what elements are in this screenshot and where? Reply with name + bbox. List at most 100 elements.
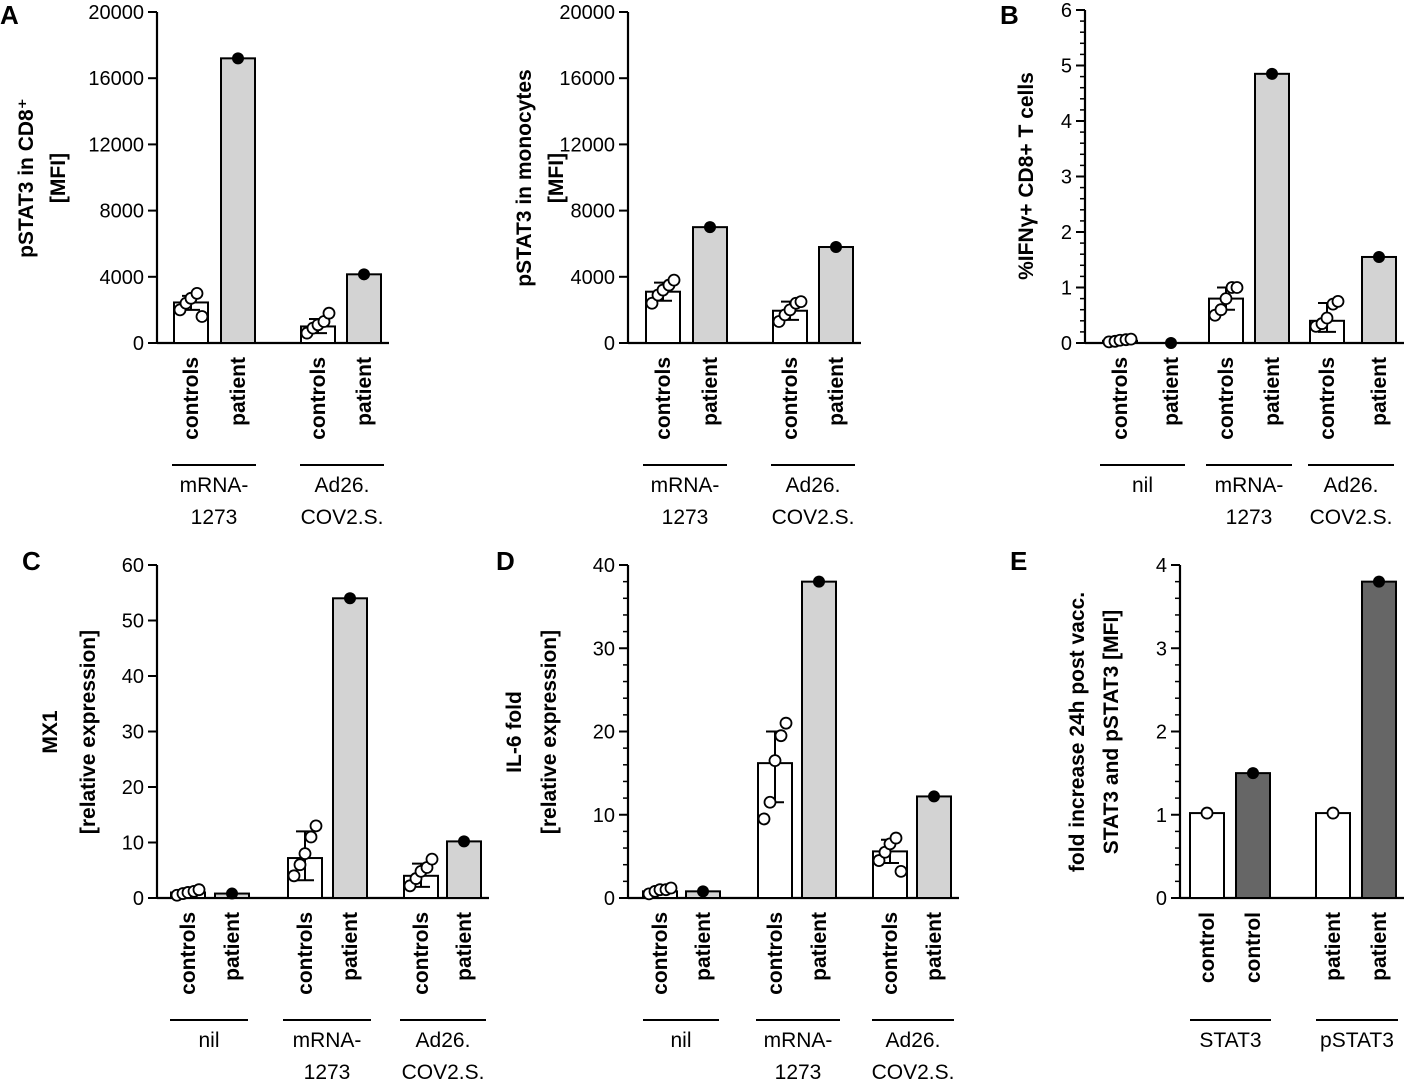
y-tick-label: 2 (1156, 722, 1167, 744)
group-label: COV2.S. (772, 506, 855, 529)
x-tick-label: patient (1368, 912, 1391, 981)
y-axis-label: MX1 (39, 710, 62, 754)
data-point (1219, 292, 1233, 306)
bar (1361, 580, 1397, 900)
data-point (928, 790, 940, 803)
bar (220, 57, 256, 345)
group-label: pSTAT3 (1320, 1029, 1394, 1052)
x-tick-label: patient (692, 912, 715, 981)
data-point (794, 295, 808, 309)
group-label: nil (198, 1029, 219, 1052)
group-label: COV2.S. (1310, 506, 1393, 529)
y-tick-label: 0 (133, 333, 144, 355)
y-tick-label: 20000 (88, 2, 144, 24)
data-point (1165, 337, 1177, 349)
bar (1315, 812, 1351, 900)
bar (801, 580, 837, 900)
group-label: Ad26. (786, 474, 841, 497)
data-point (293, 858, 307, 872)
x-tick-label: patient (923, 912, 946, 981)
y-tick-label: 10 (122, 833, 144, 855)
y-tick-label: 10 (593, 805, 615, 827)
data-point (768, 754, 782, 768)
y-tick-label: 30 (122, 722, 144, 744)
x-tick-label: patient (808, 912, 831, 981)
panel-letter-B: B (1000, 0, 1019, 30)
y-tick-label: 16000 (88, 68, 144, 90)
data-point (309, 819, 323, 833)
x-tick-label: patient (1261, 357, 1284, 426)
y-tick-label: 30 (593, 638, 615, 660)
y-tick-label: 50 (122, 611, 144, 633)
y-axis-label: fold increase 24h post vacc. (1066, 592, 1089, 872)
panel-letter-D: D (496, 546, 515, 576)
data-point (425, 852, 439, 866)
y-tick-label: 4 (1061, 111, 1072, 133)
data-point (697, 885, 709, 898)
y-axis-label: pSTAT3 in monocytes (513, 69, 536, 286)
chart-panel-A1: A 0 4000 8000 12000 16000 20000 pSTAT3 in CD8⁺… (0, 0, 389, 529)
y-tick-label: 4000 (571, 267, 616, 289)
group-label: mRNA- (764, 1029, 833, 1052)
y-tick-label: 5 (1061, 56, 1072, 78)
data-point (1214, 303, 1228, 317)
group-label: COV2.S. (402, 1061, 485, 1080)
data-point (192, 883, 206, 897)
bar (692, 226, 728, 344)
y-tick-label: 8000 (571, 201, 616, 223)
data-point (813, 575, 825, 588)
y-tick-label: 16000 (559, 68, 615, 90)
data-point (287, 869, 301, 883)
x-tick-label: patient (453, 912, 476, 981)
x-tick-label: control (1196, 912, 1219, 983)
group-label: 1273 (775, 1061, 822, 1080)
bar (346, 273, 382, 345)
data-point (757, 812, 771, 826)
y-axis-label: IL-6 fold (503, 691, 526, 773)
group-label: 1273 (662, 506, 709, 529)
y-tick-label: 6 (1061, 0, 1072, 22)
y-axis-label: [MFI] (545, 153, 568, 203)
y-tick-label: 4 (1156, 555, 1167, 577)
data-point (1230, 281, 1244, 294)
group-label: Ad26. (1324, 474, 1379, 497)
y-tick-label: 20000 (559, 2, 615, 24)
data-point (645, 296, 659, 310)
data-point (1200, 806, 1214, 820)
y-tick-label: 60 (122, 555, 144, 577)
data-point (667, 273, 681, 287)
y-axis-label: [relative expression] (538, 630, 561, 834)
group-label: 1273 (1226, 506, 1273, 529)
data-point (889, 831, 903, 845)
x-tick-label: patient (699, 357, 722, 426)
group-label: STAT3 (1199, 1029, 1261, 1052)
group-label: mRNA- (180, 474, 249, 497)
panel-letter-A: A (0, 0, 19, 30)
data-point (1266, 67, 1278, 80)
data-point (190, 286, 204, 300)
bar (1361, 255, 1397, 345)
y-tick-label: 0 (604, 333, 615, 355)
data-point (763, 795, 777, 809)
chart-panel-D: D 0 10 20 30 40 IL-6 fold [relative expression… (496, 546, 959, 1080)
x-tick-label: patient (339, 912, 362, 981)
group-label: COV2.S. (872, 1061, 955, 1080)
data-point (232, 52, 244, 65)
group-label: Ad26. (416, 1029, 471, 1052)
y-tick-label: 20 (122, 777, 144, 799)
data-point (358, 268, 370, 281)
data-point (1331, 294, 1345, 308)
data-point (779, 716, 793, 730)
chart-panel-A2: 0 4000 8000 12000 16000 20000 pSTAT3 in monocy… (513, 2, 861, 529)
data-point (322, 306, 336, 320)
bar (916, 795, 952, 899)
group-label: COV2.S. (301, 506, 384, 529)
data-point (830, 241, 842, 254)
data-point (1247, 767, 1259, 780)
bar (1235, 772, 1271, 899)
data-point (298, 847, 312, 860)
data-point (872, 854, 886, 867)
bar (446, 840, 482, 900)
y-tick-label: 0 (604, 888, 615, 910)
